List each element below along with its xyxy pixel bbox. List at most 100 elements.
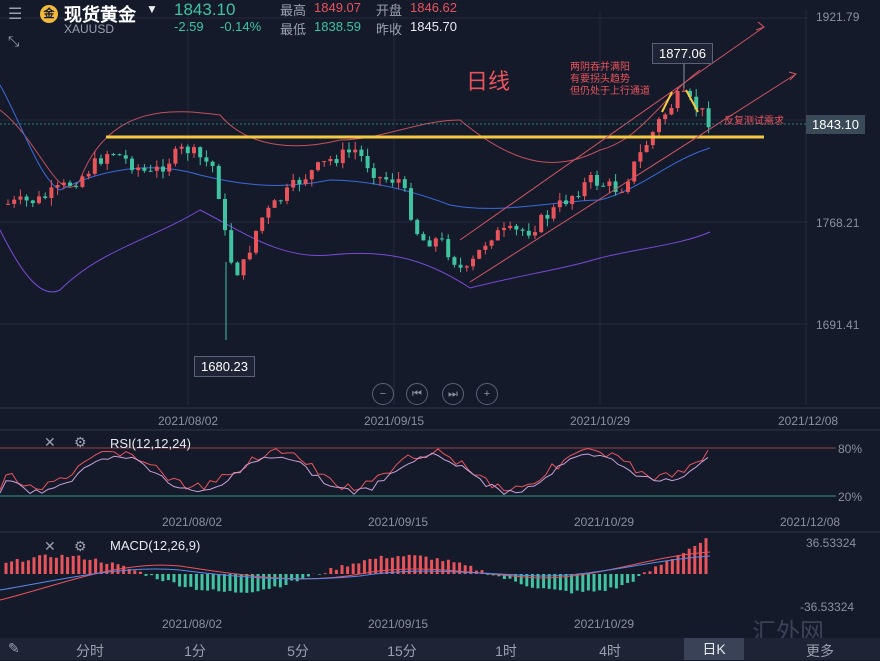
close-icon[interactable]: ✕ bbox=[44, 434, 56, 451]
candle-body bbox=[273, 200, 277, 208]
prev-close-value: 1845.70 bbox=[410, 19, 457, 34]
macd-bar bbox=[329, 568, 332, 574]
tab-daily-k[interactable]: 日K bbox=[684, 638, 744, 660]
macd-bar bbox=[626, 574, 629, 583]
candle-body bbox=[260, 218, 264, 231]
candle-body bbox=[533, 232, 537, 235]
candle-body bbox=[651, 132, 655, 145]
macd-bar bbox=[346, 567, 349, 574]
close-icon[interactable]: ✕ bbox=[44, 538, 56, 555]
macd-bar bbox=[335, 570, 338, 574]
candle-body bbox=[335, 159, 339, 163]
candle-body bbox=[459, 265, 463, 268]
collapse-icon[interactable]: ⤡ bbox=[8, 33, 19, 50]
candle-body bbox=[452, 257, 456, 265]
tab-15min[interactable]: 15分 bbox=[372, 641, 432, 661]
macd-bar bbox=[621, 574, 624, 585]
candle-body bbox=[440, 238, 444, 239]
price-axis-label: 1691.41 bbox=[816, 318, 859, 332]
macd-bar bbox=[201, 574, 204, 590]
macd-date-label: 2021/10/29 bbox=[574, 617, 634, 631]
macd-bar bbox=[217, 574, 220, 591]
candle-body bbox=[620, 192, 624, 193]
macd-bar bbox=[357, 563, 360, 574]
candle-body bbox=[99, 158, 103, 163]
candle-body bbox=[266, 208, 270, 218]
drawing-tool-icon[interactable]: ✎ bbox=[8, 640, 20, 657]
candle-body bbox=[310, 170, 314, 179]
candle-body bbox=[490, 240, 494, 245]
zoom-in-icon[interactable]: + bbox=[476, 383, 498, 405]
annotation-line-2: 有要拐头趋势 bbox=[570, 74, 630, 86]
macd-bar bbox=[699, 543, 702, 574]
candle-body bbox=[229, 230, 233, 262]
dropdown-caret-icon[interactable]: ▼ bbox=[146, 2, 158, 16]
candle-body bbox=[502, 228, 506, 230]
zoom-out-icon[interactable]: − bbox=[372, 383, 394, 405]
macd-bar bbox=[307, 574, 310, 577]
skip-back-icon[interactable]: ⏮ bbox=[406, 383, 428, 405]
tab-5min[interactable]: 5分 bbox=[268, 641, 328, 661]
candle-body bbox=[136, 168, 140, 171]
candle-body bbox=[25, 197, 29, 201]
candle-body bbox=[576, 196, 580, 197]
rsi-label: RSI(12,12,24) bbox=[110, 436, 191, 451]
tab-1min[interactable]: 1分 bbox=[165, 641, 225, 661]
macd-bar bbox=[581, 574, 584, 592]
candle-body bbox=[304, 179, 308, 184]
candle-body bbox=[397, 179, 401, 183]
candle-body bbox=[118, 154, 122, 155]
macd-bar bbox=[576, 574, 579, 591]
open-value: 1846.62 bbox=[410, 0, 457, 15]
candle-body bbox=[12, 200, 16, 204]
skip-forward-icon[interactable]: ⏭ bbox=[442, 383, 464, 405]
candle-body bbox=[601, 186, 605, 187]
candle-body bbox=[607, 181, 611, 185]
date-axis-label: 2021/10/29 bbox=[570, 414, 630, 428]
settings-icon[interactable]: ⚙ bbox=[74, 434, 87, 451]
candle-body bbox=[415, 220, 419, 234]
macd-bar bbox=[21, 562, 24, 574]
candle-body bbox=[465, 266, 469, 267]
tab-1hour[interactable]: 1时 bbox=[476, 641, 536, 661]
macd-bar bbox=[296, 574, 299, 581]
settings-icon[interactable]: ⚙ bbox=[74, 538, 87, 555]
candle-body bbox=[285, 188, 289, 201]
annotation-line-1: 两阴吞并满阳 bbox=[570, 62, 630, 74]
tab-more[interactable]: 更多 bbox=[790, 641, 850, 661]
rsi-line-slow bbox=[0, 453, 708, 494]
macd-bar bbox=[553, 574, 556, 589]
macd-bar bbox=[352, 564, 355, 574]
price-change-pct: -0.14% bbox=[220, 19, 261, 34]
macd-bar bbox=[61, 555, 64, 574]
macd-date-label: 2021/09/15 bbox=[368, 617, 428, 631]
candle-body bbox=[663, 114, 667, 119]
low-value: 1838.59 bbox=[314, 19, 361, 34]
candle-body bbox=[676, 91, 680, 108]
tab-fenshi[interactable]: 分时 bbox=[60, 641, 120, 661]
macd-bar bbox=[111, 562, 114, 574]
macd-bar bbox=[285, 574, 288, 585]
macd-bar bbox=[430, 560, 433, 574]
current-price: 1843.10 bbox=[174, 0, 235, 20]
candle-body bbox=[539, 215, 543, 232]
candle-body bbox=[384, 177, 388, 179]
candle-body bbox=[564, 200, 568, 204]
macd-bar bbox=[682, 553, 685, 574]
candle-body bbox=[700, 108, 704, 109]
macd-bar bbox=[677, 555, 680, 574]
menu-icon[interactable]: ☰ bbox=[8, 4, 22, 24]
macd-bar bbox=[189, 574, 192, 587]
macd-bar bbox=[649, 571, 652, 574]
candle-body bbox=[446, 239, 450, 257]
candle-body bbox=[192, 147, 196, 153]
macd-bar bbox=[637, 574, 640, 576]
date-axis-label: 2021/09/15 bbox=[364, 414, 424, 428]
tab-4hour[interactable]: 4时 bbox=[580, 641, 640, 661]
macd-bar bbox=[94, 559, 97, 574]
macd-bar bbox=[234, 574, 237, 593]
macd-level-label: 36.53324 bbox=[806, 536, 856, 550]
macd-bar bbox=[44, 555, 47, 574]
macd-bar bbox=[167, 574, 170, 580]
macd-bar bbox=[593, 574, 596, 591]
